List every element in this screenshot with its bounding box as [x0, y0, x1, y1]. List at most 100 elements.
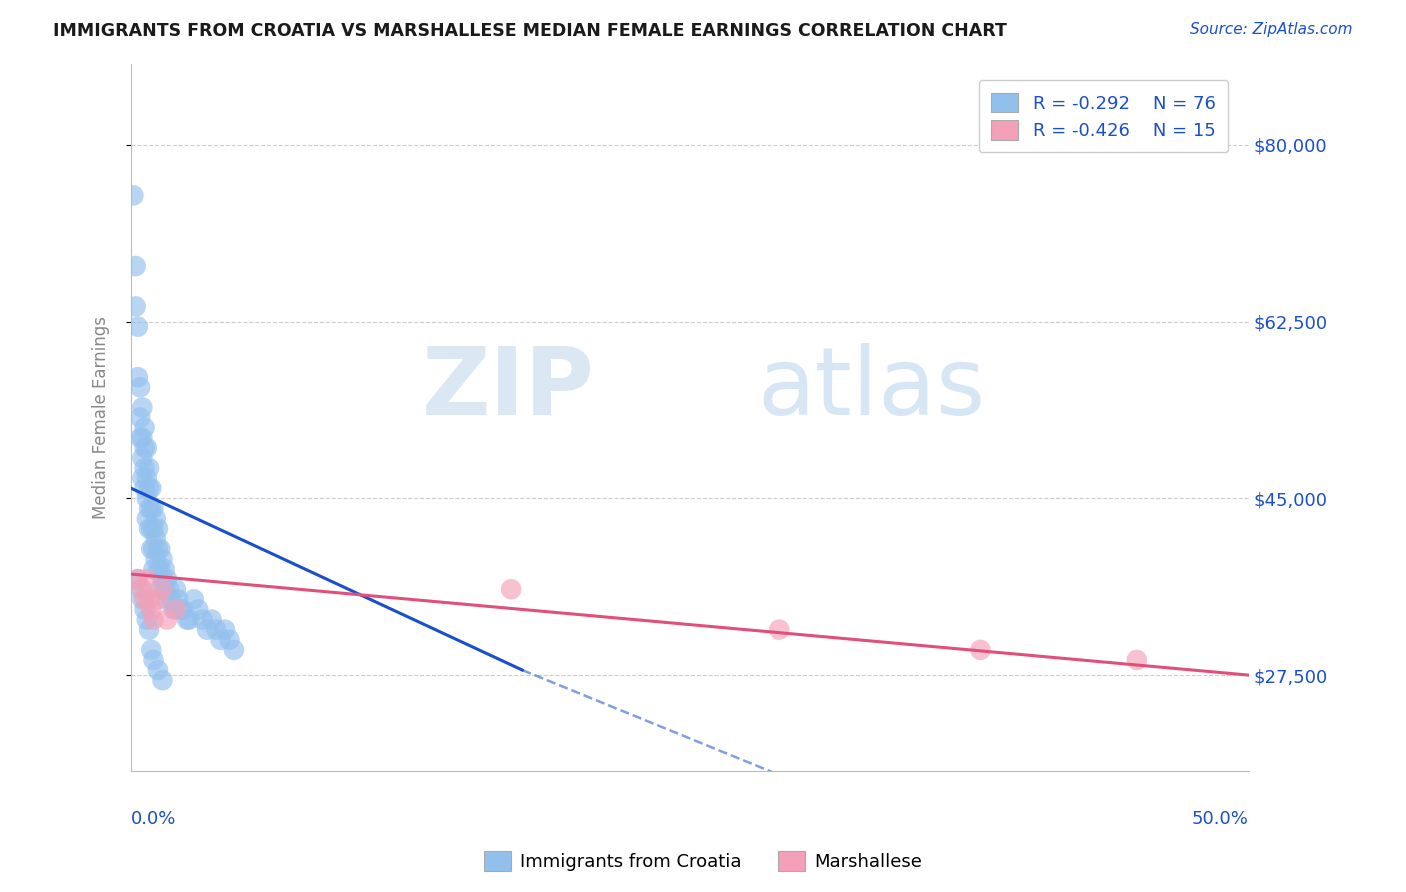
Point	[1126, 653, 1149, 667]
Point	[142, 613, 165, 627]
Point	[179, 613, 201, 627]
Point	[214, 623, 236, 637]
Point	[142, 541, 165, 556]
Point	[201, 613, 224, 627]
Point	[167, 592, 190, 607]
Point	[146, 541, 169, 556]
Point	[222, 643, 245, 657]
Point	[127, 370, 149, 384]
Point	[134, 602, 156, 616]
Point	[195, 623, 218, 637]
Text: 50.0%: 50.0%	[1192, 810, 1249, 828]
Point	[141, 481, 163, 495]
Text: atlas: atlas	[756, 343, 986, 435]
Point	[152, 552, 174, 566]
Point	[152, 582, 174, 597]
Point	[129, 431, 152, 445]
Point	[160, 592, 183, 607]
Point	[142, 562, 165, 576]
Point	[165, 582, 187, 597]
Point	[187, 602, 209, 616]
Point	[156, 613, 179, 627]
Point	[153, 582, 176, 597]
Point	[135, 471, 157, 485]
Point	[131, 401, 153, 415]
Point	[129, 582, 152, 597]
Point	[134, 461, 156, 475]
Point	[138, 461, 160, 475]
Legend: Immigrants from Croatia, Marshallese: Immigrants from Croatia, Marshallese	[477, 844, 929, 879]
Point	[141, 522, 163, 536]
Point	[156, 572, 179, 586]
Point	[138, 592, 160, 607]
Point	[134, 420, 156, 434]
Point	[146, 522, 169, 536]
Point	[134, 481, 156, 495]
Point	[127, 572, 149, 586]
Point	[135, 511, 157, 525]
Point	[141, 602, 163, 616]
Point	[157, 582, 180, 597]
Point	[205, 623, 228, 637]
Point	[218, 632, 240, 647]
Point	[135, 613, 157, 627]
Text: 0.0%: 0.0%	[131, 810, 177, 828]
Point	[131, 471, 153, 485]
Point	[501, 582, 523, 597]
Point	[127, 572, 149, 586]
Point	[129, 410, 152, 425]
Point	[129, 380, 152, 394]
Point	[131, 582, 153, 597]
Point	[176, 613, 198, 627]
Point	[768, 623, 790, 637]
Point	[152, 572, 174, 586]
Point	[152, 673, 174, 688]
Text: ZIP: ZIP	[422, 343, 595, 435]
Point	[122, 188, 145, 202]
Point	[138, 623, 160, 637]
Point	[142, 653, 165, 667]
Point	[127, 319, 149, 334]
Point	[124, 300, 146, 314]
Point	[149, 582, 172, 597]
Point	[135, 441, 157, 455]
Point	[134, 441, 156, 455]
Point	[183, 592, 205, 607]
Point	[969, 643, 991, 657]
Point	[131, 450, 153, 465]
Y-axis label: Median Female Earnings: Median Female Earnings	[93, 316, 110, 519]
Point	[145, 552, 167, 566]
Text: IMMIGRANTS FROM CROATIA VS MARSHALLESE MEDIAN FEMALE EARNINGS CORRELATION CHART: IMMIGRANTS FROM CROATIA VS MARSHALLESE M…	[53, 22, 1007, 40]
Point	[165, 602, 187, 616]
Point	[135, 572, 157, 586]
Point	[149, 541, 172, 556]
Point	[149, 562, 172, 576]
Point	[124, 259, 146, 273]
Point	[138, 501, 160, 516]
Point	[153, 562, 176, 576]
Point	[131, 431, 153, 445]
Point	[146, 592, 169, 607]
Point	[142, 501, 165, 516]
Point	[134, 592, 156, 607]
Point	[169, 602, 191, 616]
Point	[131, 592, 153, 607]
Point	[156, 592, 179, 607]
Point	[141, 541, 163, 556]
Point	[141, 643, 163, 657]
Legend: R = -0.292    N = 76, R = -0.426    N = 15: R = -0.292 N = 76, R = -0.426 N = 15	[979, 80, 1229, 153]
Text: Source: ZipAtlas.com: Source: ZipAtlas.com	[1189, 22, 1353, 37]
Point	[138, 522, 160, 536]
Point	[145, 511, 167, 525]
Point	[135, 491, 157, 506]
Point	[191, 613, 214, 627]
Point	[142, 522, 165, 536]
Point	[146, 663, 169, 677]
Point	[141, 501, 163, 516]
Point	[145, 532, 167, 546]
Point	[172, 602, 194, 616]
Point	[209, 632, 232, 647]
Point	[146, 562, 169, 576]
Point	[138, 481, 160, 495]
Point	[162, 602, 184, 616]
